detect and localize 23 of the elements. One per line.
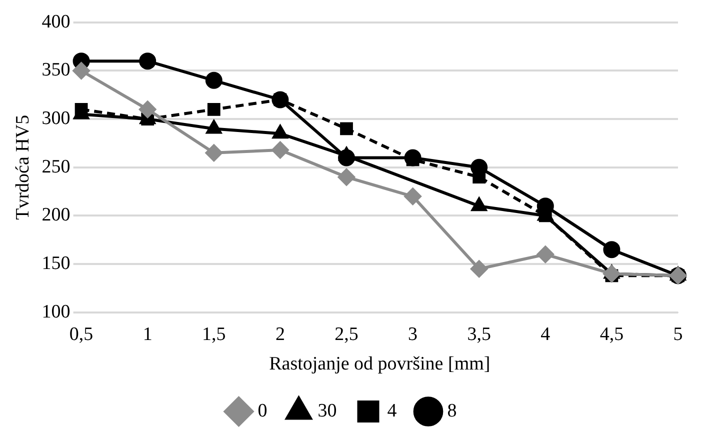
y-tick-label: 350: [42, 60, 70, 81]
legend-label: 8: [447, 400, 457, 422]
x-tick-label: 2: [275, 324, 285, 345]
y-tick-label: 300: [42, 108, 70, 130]
y-tick-label: 150: [42, 253, 70, 274]
x-tick-label: 2,5: [334, 324, 358, 345]
legend-label: 0: [258, 400, 268, 422]
x-tick-label: 4: [540, 324, 551, 345]
y-tick-label: 100: [42, 301, 70, 322]
legend-label: 4: [387, 400, 398, 422]
legend-label: 30: [318, 400, 337, 422]
x-tick-label: 0,5: [69, 324, 94, 345]
x-axis-title: Rastojanje od površine [mm]: [269, 354, 490, 375]
y-axis-title: Tvrdoća HV5: [12, 114, 34, 220]
x-tick-label: 1: [142, 324, 152, 345]
x-tick-label: 5: [673, 324, 683, 345]
x-tick-label: 3: [408, 324, 418, 345]
y-tick-label: 250: [42, 156, 70, 178]
x-tick-label: 1,5: [202, 324, 226, 345]
y-tick-label: 400: [42, 11, 70, 32]
x-tick-label: 4,5: [600, 324, 624, 345]
x-tick-label: 3,5: [467, 324, 491, 345]
y-tick-label: 200: [42, 204, 70, 226]
